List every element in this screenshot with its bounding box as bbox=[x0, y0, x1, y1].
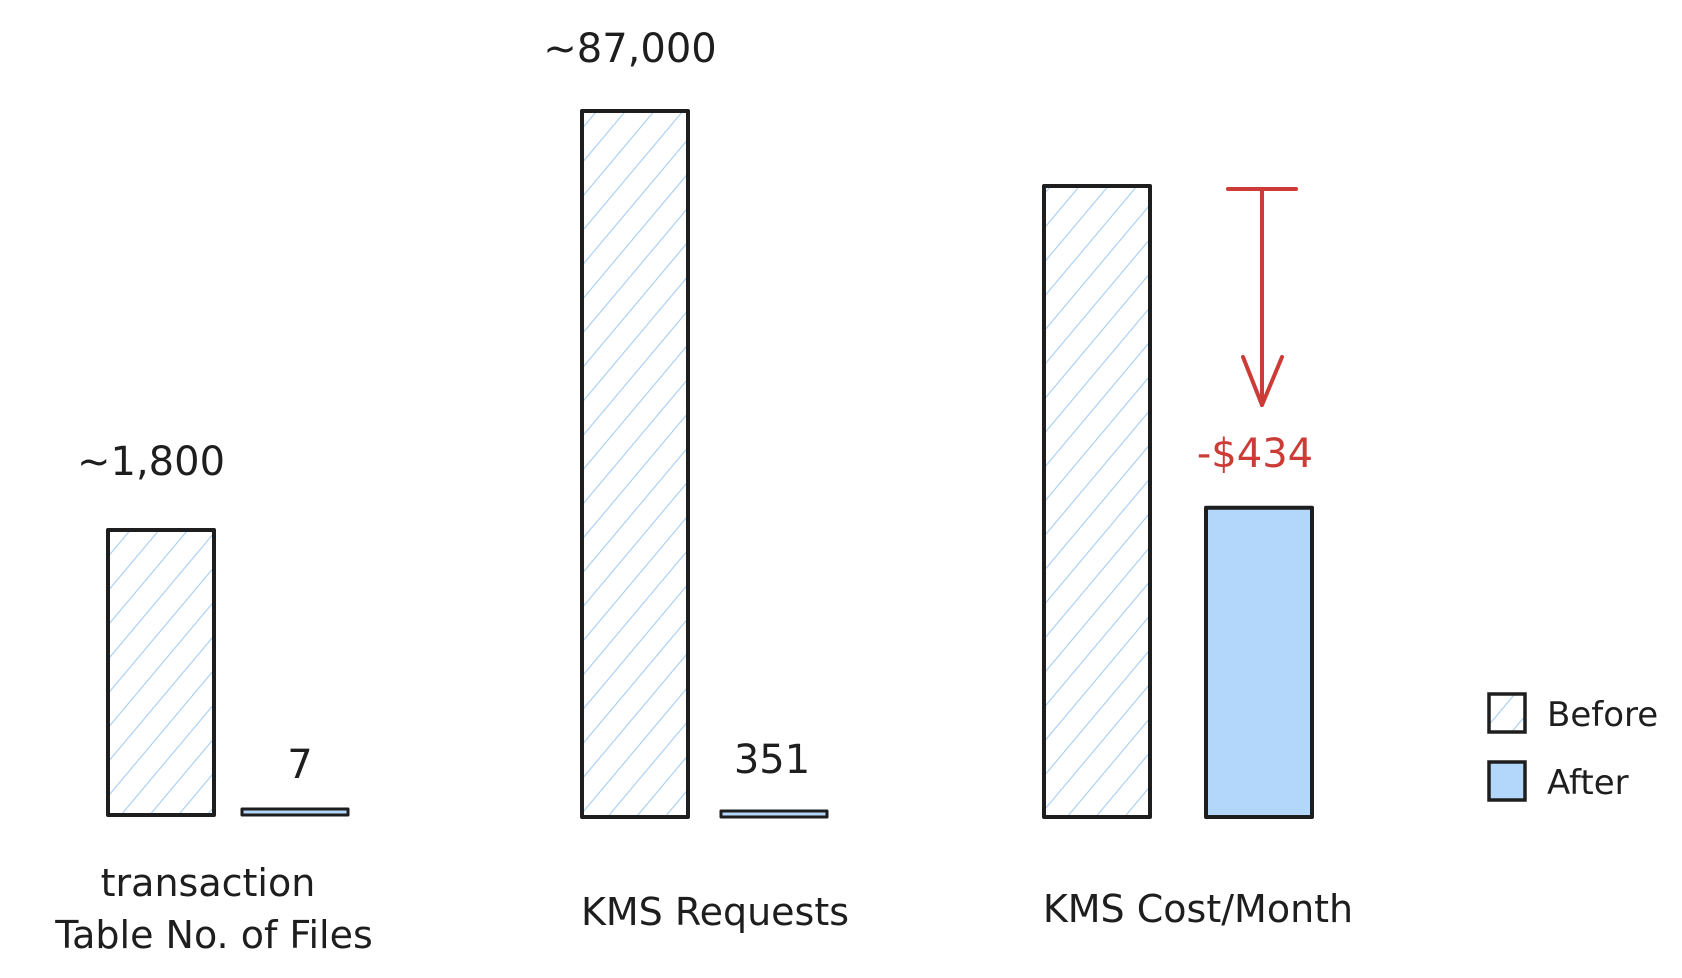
category-label-files-line1: transaction bbox=[101, 861, 316, 905]
bar-files-after bbox=[240, 807, 350, 817]
legend-swatch-after bbox=[1487, 760, 1527, 802]
legend: Before After bbox=[1487, 692, 1658, 803]
value-label-requests-before: ~87,000 bbox=[543, 26, 716, 72]
value-label-files-before: ~1,800 bbox=[77, 439, 225, 485]
category-label-files-line2: Table No. of Files bbox=[54, 913, 373, 957]
legend-swatch-before bbox=[1487, 692, 1527, 734]
bar-cost-before bbox=[1042, 184, 1152, 819]
bar-requests-before bbox=[580, 109, 690, 819]
bar-requests-after bbox=[719, 809, 829, 819]
legend-label-before: Before bbox=[1547, 695, 1658, 735]
category-label-requests: KMS Requests bbox=[581, 890, 849, 934]
decrease-arrow-icon bbox=[1226, 187, 1298, 407]
bar-cost-after bbox=[1204, 505, 1314, 819]
value-label-files-after: 7 bbox=[287, 742, 312, 788]
legend-label-after: After bbox=[1547, 763, 1629, 803]
bar-files-before bbox=[106, 528, 216, 817]
category-label-cost: KMS Cost/Month bbox=[1043, 887, 1353, 931]
value-label-requests-after: 351 bbox=[734, 737, 810, 783]
cost-reduction-label: -$434 bbox=[1197, 431, 1313, 477]
